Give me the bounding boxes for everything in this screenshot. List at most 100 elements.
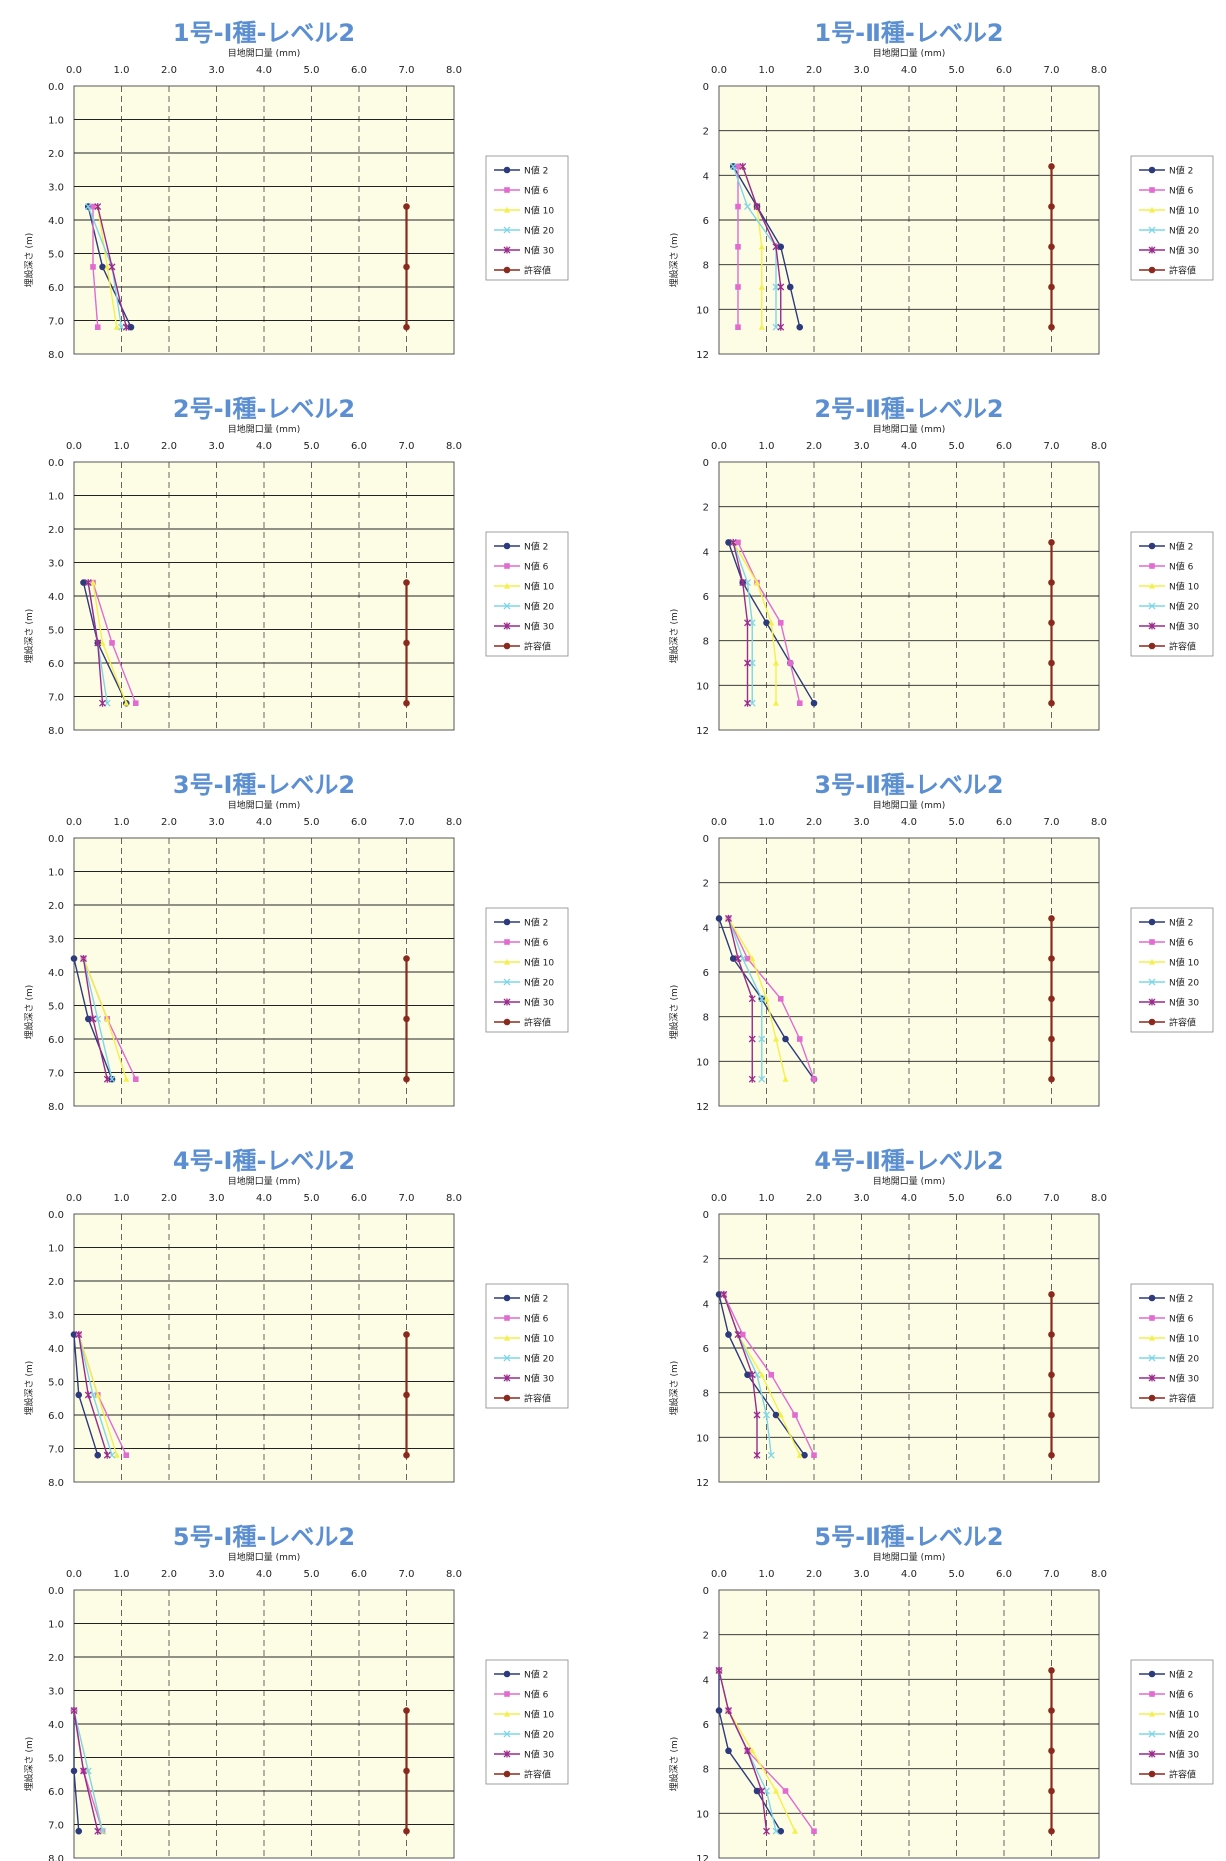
x-axis-label: 目地開口量 (mm)	[873, 799, 945, 811]
y-tick-label: 2.0	[48, 149, 64, 160]
legend-label: N値 30	[524, 997, 554, 1009]
x-tick-label: 1.0	[759, 441, 775, 452]
y-axis-label: 埋設深さ (m)	[668, 985, 680, 1040]
data-point	[113, 1452, 120, 1458]
y-tick-label: 2	[703, 879, 709, 890]
data-point	[104, 1015, 111, 1022]
data-point	[94, 1451, 102, 1459]
data-point	[735, 324, 741, 330]
data-point	[773, 1787, 779, 1794]
y-tick-label: 7.0	[48, 1069, 64, 1080]
y-tick-label: 0.0	[48, 458, 64, 469]
legend-label: N値 2	[524, 165, 548, 177]
data-point	[715, 915, 723, 922]
legend-label: 許容値	[1169, 265, 1196, 277]
data-point	[103, 1451, 111, 1459]
data-point	[758, 1035, 766, 1043]
legend: N値 2 N値 6 N値 10 N値 20 N値 30 許容値	[485, 1659, 569, 1785]
data-point	[122, 323, 130, 331]
chart-title: 1号-Ⅰ種-レベル2	[173, 19, 355, 47]
legend-label: N値 2	[1169, 541, 1193, 553]
y-axis-label: 埋設深さ (m)	[23, 985, 35, 1040]
legend-label: N値 2	[524, 1669, 548, 1681]
legend: N値 2 N値 6 N値 10 N値 20 N値 30 許容値	[1130, 155, 1214, 281]
y-tick-label: 4.0	[48, 1720, 64, 1731]
data-point	[777, 1411, 784, 1418]
legend-label: 許容値	[524, 1769, 551, 1781]
legend-label: N値 30	[524, 1373, 554, 1385]
data-point	[1048, 1371, 1055, 1379]
x-tick-label: 8.0	[446, 1193, 462, 1204]
legend-label: N値 20	[524, 601, 554, 613]
y-axis-label: 埋設深さ (m)	[668, 1737, 680, 1792]
legend-label: N値 10	[1169, 581, 1199, 593]
y-tick-label: 5.0	[48, 1754, 64, 1765]
data-point	[811, 1452, 817, 1458]
data-point	[734, 955, 742, 963]
data-point	[94, 324, 101, 330]
x-tick-label: 3.0	[854, 1193, 870, 1204]
x-tick-label: 6.0	[996, 817, 1012, 828]
y-tick-label: 5.0	[48, 1378, 64, 1389]
legend-box	[485, 1659, 569, 1785]
data-point	[70, 1767, 78, 1775]
legend-label: N値 6	[524, 185, 549, 197]
y-tick-label: 4.0	[48, 592, 64, 603]
data-point	[1048, 659, 1055, 667]
legend-label: N値 10	[1169, 957, 1199, 969]
data-point	[403, 203, 410, 210]
data-point	[75, 1827, 83, 1835]
x-tick-label: 7.0	[1044, 817, 1060, 828]
x-tick-label: 1.0	[114, 1569, 130, 1580]
data-point	[104, 263, 111, 270]
data-point	[1048, 283, 1055, 291]
x-tick-label: 0.0	[66, 817, 82, 828]
data-point	[403, 1015, 410, 1023]
y-tick-label: 10	[696, 1809, 709, 1820]
data-point	[758, 1075, 766, 1083]
data-point	[84, 1015, 92, 1023]
data-point	[725, 539, 732, 546]
data-point	[1148, 166, 1156, 174]
data-point	[503, 1374, 511, 1382]
x-tick-label: 7.0	[399, 1569, 415, 1580]
data-point	[1148, 246, 1156, 254]
y-tick-label: 12	[696, 726, 709, 737]
data-point	[1048, 1451, 1055, 1459]
data-point	[1149, 939, 1155, 945]
y-tick-label: 7.0	[48, 317, 64, 328]
legend-label: 許容値	[1169, 641, 1196, 653]
y-tick-label: 3.0	[48, 183, 64, 194]
legend-label: N値 6	[524, 937, 549, 949]
x-tick-label: 1.0	[759, 1569, 775, 1580]
y-tick-label: 2	[703, 503, 709, 514]
data-point	[1148, 642, 1156, 650]
data-point	[773, 700, 779, 706]
x-tick-label: 3.0	[209, 1193, 225, 1204]
data-point	[1048, 539, 1055, 546]
data-point	[1148, 602, 1156, 610]
data-point	[94, 1827, 102, 1835]
data-point	[725, 1331, 732, 1338]
data-point	[504, 939, 510, 945]
data-point	[744, 1747, 751, 1755]
x-tick-label: 5.0	[949, 441, 965, 452]
data-point	[1048, 1747, 1055, 1755]
data-point	[1148, 1750, 1156, 1758]
y-tick-label: 8	[703, 637, 709, 648]
x-tick-label: 7.0	[1044, 65, 1060, 76]
legend-label: N値 30	[1169, 245, 1199, 257]
y-tick-label: 4	[703, 547, 709, 558]
data-point	[503, 642, 511, 650]
data-point	[503, 622, 511, 630]
legend-label: 許容値	[524, 641, 551, 653]
x-tick-label: 4.0	[901, 817, 917, 828]
data-point	[782, 1076, 789, 1082]
data-point	[763, 1827, 770, 1835]
y-tick-label: 2	[703, 1255, 709, 1266]
x-tick-label: 1.0	[759, 817, 775, 828]
data-point	[748, 1075, 756, 1083]
